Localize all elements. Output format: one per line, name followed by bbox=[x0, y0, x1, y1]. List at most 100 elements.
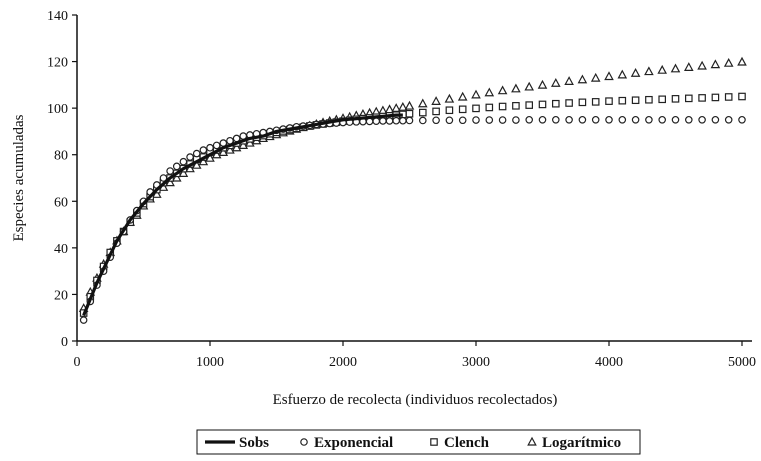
logaritmico-point bbox=[657, 64, 668, 74]
exponencial-point bbox=[738, 115, 746, 124]
logaritmico-point bbox=[165, 177, 175, 187]
clench-point bbox=[485, 103, 494, 112]
x-tick-label: 2000 bbox=[329, 355, 357, 370]
exponencial-point bbox=[631, 115, 640, 124]
logaritmico-point bbox=[577, 74, 588, 84]
logaritmico-point bbox=[444, 93, 455, 103]
exponencial-point bbox=[186, 153, 194, 161]
legend-marker-swatch bbox=[300, 438, 308, 446]
exponencial-point bbox=[212, 141, 221, 150]
logaritmico-point bbox=[198, 156, 209, 166]
clench-point bbox=[565, 99, 573, 107]
clench-point bbox=[525, 101, 534, 109]
exponencial-point bbox=[671, 115, 680, 124]
exponencial-point bbox=[445, 116, 454, 125]
exponencial-point bbox=[385, 117, 394, 125]
clench-point bbox=[551, 99, 560, 108]
logaritmico-point bbox=[644, 66, 654, 76]
exponencial-point bbox=[405, 116, 414, 125]
clench-point bbox=[684, 94, 693, 103]
logaritmico-point bbox=[550, 77, 561, 87]
clench-point bbox=[605, 97, 613, 105]
axes bbox=[76, 15, 752, 342]
exponencial-point bbox=[525, 115, 534, 124]
logaritmico-point bbox=[404, 100, 415, 110]
clench-point bbox=[645, 95, 653, 104]
x-tick-label: 4000 bbox=[595, 355, 623, 370]
exponencial-point bbox=[159, 174, 168, 182]
clench-point bbox=[405, 109, 414, 118]
legend: Sobs Exponencial Clench Logarítmico bbox=[196, 429, 641, 455]
logaritmico-point bbox=[670, 63, 681, 73]
x-tick-label: 1000 bbox=[196, 355, 224, 370]
clench-point bbox=[724, 93, 733, 101]
legend-item-sobs: Sobs bbox=[205, 435, 269, 451]
y-tick-label: 100 bbox=[47, 102, 68, 117]
logaritmico-point bbox=[484, 87, 495, 97]
exponencial-point bbox=[192, 149, 201, 158]
clench-point bbox=[498, 102, 507, 111]
logaritmico-point bbox=[737, 56, 747, 66]
exponencial-point bbox=[392, 116, 401, 125]
clench-point bbox=[698, 94, 706, 102]
clench-point bbox=[591, 98, 600, 106]
exponencial-point bbox=[684, 115, 693, 124]
clench-point bbox=[618, 96, 627, 105]
clench-point bbox=[658, 95, 667, 104]
clench-point bbox=[432, 107, 440, 116]
clench-point bbox=[472, 104, 480, 113]
clench-point bbox=[538, 100, 547, 109]
logaritmico-point bbox=[511, 83, 521, 93]
y-tick-label: 120 bbox=[47, 56, 68, 71]
series-clench bbox=[79, 92, 746, 317]
legend-item-clench: Clench bbox=[430, 435, 490, 451]
logaritmico-point bbox=[185, 163, 195, 173]
exponencial-point bbox=[432, 116, 440, 125]
exponencial-point bbox=[618, 115, 627, 124]
logaritmico-point bbox=[630, 67, 641, 77]
logaritmico-point bbox=[537, 79, 548, 89]
logaritmico-point bbox=[697, 60, 707, 70]
logaritmico-point bbox=[710, 59, 721, 69]
y-tick-label: 80 bbox=[54, 149, 68, 164]
y-tick-label: 0 bbox=[61, 335, 68, 350]
legend-marker-swatch bbox=[430, 438, 438, 446]
logaritmico-point bbox=[590, 72, 601, 82]
exponencial-point bbox=[591, 115, 600, 124]
exponencial-point bbox=[485, 116, 494, 124]
ticks: 0 20 40 60 80 100 120 140 0 1000 2000 3000 4000 5000 bbox=[47, 9, 756, 370]
exponencial-point bbox=[605, 115, 613, 124]
exponencial-point bbox=[724, 115, 733, 124]
legend-label: Exponencial bbox=[314, 435, 393, 451]
exponencial-point bbox=[698, 115, 706, 124]
logaritmico-point bbox=[604, 71, 614, 81]
y-axis-label: Especies acumuladas bbox=[11, 114, 27, 241]
legend-label: Logarítmico bbox=[542, 435, 621, 451]
x-tick-label: 3000 bbox=[462, 355, 490, 370]
logaritmico-point bbox=[191, 159, 202, 169]
exponencial-point bbox=[711, 115, 720, 124]
clench-point bbox=[578, 98, 587, 107]
clench-point bbox=[738, 92, 746, 101]
series-group bbox=[78, 56, 747, 324]
logaritmico-point bbox=[457, 91, 468, 101]
x-tick-label: 0 bbox=[74, 355, 81, 370]
y-tick-label: 140 bbox=[47, 9, 68, 24]
logaritmico-point bbox=[205, 152, 215, 162]
clench-point bbox=[711, 93, 720, 102]
legend-label: Sobs bbox=[239, 435, 269, 451]
exponencial-point bbox=[379, 117, 387, 125]
legend-box bbox=[196, 429, 641, 455]
logaritmico-point bbox=[398, 101, 408, 111]
exponencial-point bbox=[172, 162, 181, 171]
clench-point bbox=[458, 105, 467, 114]
series-sobs bbox=[82, 113, 403, 316]
clench-point bbox=[631, 96, 640, 105]
logaritmico-point bbox=[497, 85, 508, 95]
exponencial-point bbox=[199, 146, 208, 154]
y-tick-label: 40 bbox=[54, 242, 68, 257]
logaritmico-point bbox=[524, 81, 535, 91]
logaritmico-point bbox=[178, 168, 189, 177]
exponencial-point bbox=[166, 167, 174, 175]
